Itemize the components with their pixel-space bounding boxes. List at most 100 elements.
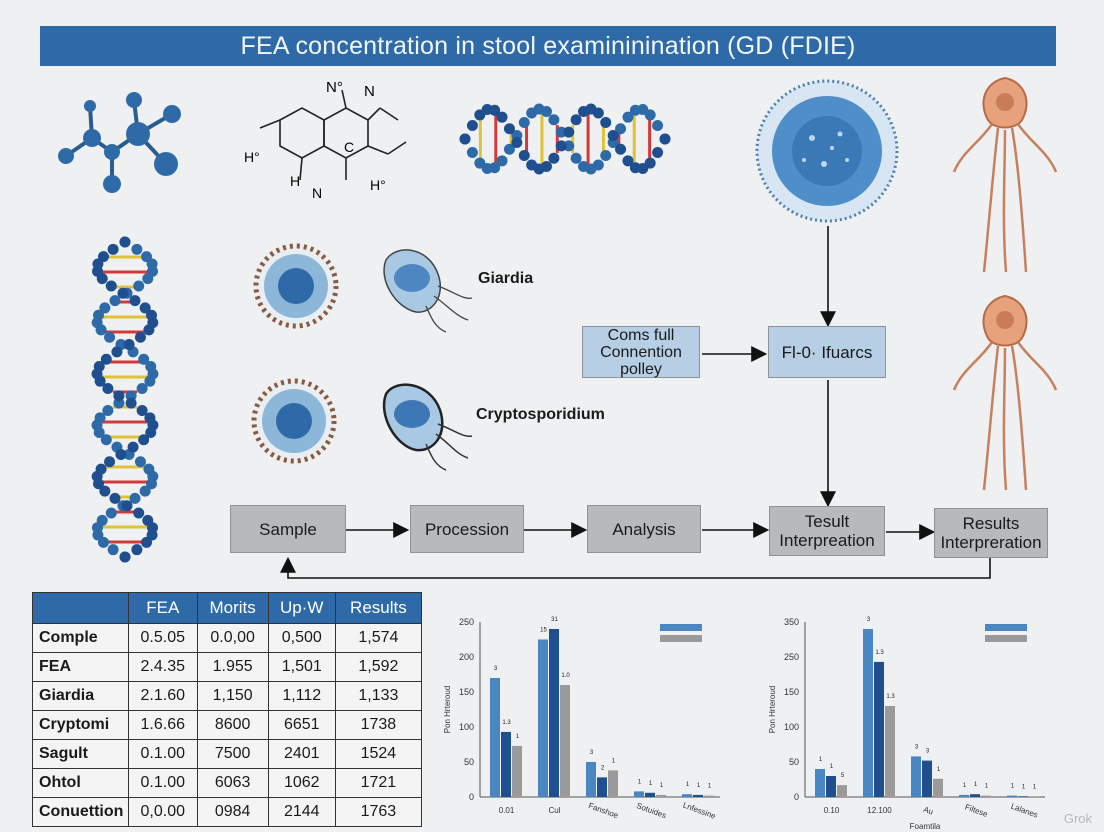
- data-label: 1: [516, 734, 520, 740]
- y-tick-label: 200: [459, 652, 474, 662]
- giardia-label: Giardia: [478, 270, 534, 287]
- bar: [634, 791, 644, 797]
- dna-backbone-bead: [102, 404, 114, 416]
- y-tick-label: 250: [784, 652, 799, 662]
- dna-backbone-bead: [503, 143, 515, 155]
- dna-backbone-bead: [496, 155, 508, 167]
- dna-backbone-bead: [622, 111, 634, 123]
- bar: [490, 678, 500, 797]
- table-row-label: Cryptomi: [32, 710, 129, 740]
- table-row-label: Comple: [32, 623, 129, 653]
- data-label: 3: [926, 749, 930, 755]
- x-tick-label: Lnfessine: [682, 801, 718, 821]
- dna-backbone-bead: [104, 331, 116, 343]
- dna-backbone-bead: [652, 146, 664, 158]
- title-banner: FEA concentration in stool examinininati…: [40, 26, 1056, 66]
- dna-backbone-bead: [115, 448, 127, 460]
- table-cell: 1.6.66: [128, 710, 198, 740]
- dna-backbone-bead: [127, 441, 139, 453]
- bar: [645, 792, 655, 797]
- x-tick-label: Fanshoe: [587, 801, 620, 820]
- bar: [538, 639, 548, 797]
- flow-box-label: Tesult Interpreation: [779, 512, 875, 550]
- dna-backbone-bead: [125, 397, 137, 409]
- table-cell: 1721: [334, 768, 423, 798]
- dna-backbone-bead: [143, 324, 155, 336]
- table-cell: 0.0,00: [196, 623, 269, 653]
- dna-backbone-bead: [96, 273, 108, 285]
- bar: [704, 795, 714, 797]
- dna-backbone-bead: [600, 149, 612, 161]
- dna-backbone-bead: [97, 536, 109, 548]
- table-header-row: FEA Morits Up·W Results: [32, 592, 423, 624]
- bar: [549, 629, 559, 797]
- table-cell: 1738: [334, 710, 423, 740]
- flow-box-analysis: Analysis: [587, 505, 701, 553]
- bar: [959, 794, 969, 797]
- dna-backbone-bead: [652, 120, 664, 132]
- flow-box-label: Procession: [424, 519, 510, 539]
- y-tick-label: 50: [464, 757, 474, 767]
- data-label: 1: [660, 783, 664, 789]
- dna-backbone-bead: [489, 104, 501, 116]
- table-header-cell: Results: [334, 592, 423, 624]
- table-cell: 2144: [267, 797, 336, 827]
- atom-label: H°: [244, 149, 260, 165]
- dna-backbone-bead: [540, 105, 552, 117]
- x-tick-label: 0.10: [824, 806, 840, 815]
- table-cell: 2.1.60: [128, 681, 198, 711]
- bar: [501, 731, 511, 797]
- data-label: 3: [867, 617, 871, 623]
- table-cell: 1,112: [267, 681, 336, 711]
- dna-backbone-bead: [570, 152, 582, 164]
- table-cell: 1.955: [196, 652, 269, 682]
- data-label: 1: [830, 764, 834, 770]
- dna-backbone-bead: [138, 434, 150, 446]
- flow-box-label: Analysis: [612, 519, 676, 539]
- table-cell: 6063: [196, 768, 269, 798]
- data-label: 3: [915, 744, 919, 750]
- flow-box-ifuarcs: Fl-0· Ifuarcs: [768, 326, 886, 378]
- table-cell: 1,133: [334, 681, 423, 711]
- bar-chart-right: 0 50 100 150 250 350 Pon Hrteroud 1 1 5 0.10 3 1.3 1.…: [768, 617, 1045, 831]
- table-header-cell: FEA: [128, 592, 198, 624]
- dna-backbone-bead: [95, 324, 107, 336]
- dna-backbone-bead: [136, 404, 148, 416]
- bar: [863, 629, 873, 797]
- bar: [1007, 795, 1017, 797]
- data-label: 1: [1033, 784, 1037, 790]
- flow-box-label: Fl-0· Ifuarcs: [781, 342, 873, 362]
- legend-swatch: [985, 624, 1027, 631]
- data-label: 1: [649, 781, 653, 787]
- data-label: 1: [985, 784, 989, 790]
- dna-backbone-bead: [105, 280, 117, 292]
- dna-backbone-bead: [466, 120, 478, 132]
- dna-backbone-bead: [518, 149, 530, 161]
- data-label: 1: [963, 783, 967, 789]
- table-cell: 1,592: [334, 652, 423, 682]
- bar: [682, 794, 692, 797]
- dna-backbone-bead: [489, 162, 501, 174]
- dna-backbone-bead: [133, 507, 145, 519]
- dna-backbone-bead: [548, 152, 560, 164]
- atom-label: H: [290, 173, 300, 189]
- bar: [970, 794, 980, 797]
- dna-backbone-bead: [117, 287, 129, 299]
- dna-backbone-bead: [131, 544, 143, 556]
- dna-backbone-bead: [659, 133, 671, 145]
- dna-backbone-bead: [570, 114, 582, 126]
- bar: [874, 661, 884, 797]
- y-tick-label: 350: [784, 617, 799, 627]
- y-tick-label: 100: [784, 722, 799, 732]
- data-label: 1.3: [875, 650, 884, 656]
- table-row: Comple 0.5.05 0.0,00 0,500 1,574: [32, 623, 423, 653]
- dna-backbone-bead: [119, 236, 131, 248]
- dna-backbone-bead: [555, 140, 567, 152]
- dna-backbone-bead: [139, 485, 151, 497]
- flow-box-label: Coms full Connention polley: [600, 326, 682, 378]
- x-tick-label: Filtese: [964, 802, 990, 819]
- bar: [981, 795, 991, 797]
- dna-backbone-bead: [139, 302, 151, 314]
- table-cell: 1,501: [267, 652, 336, 682]
